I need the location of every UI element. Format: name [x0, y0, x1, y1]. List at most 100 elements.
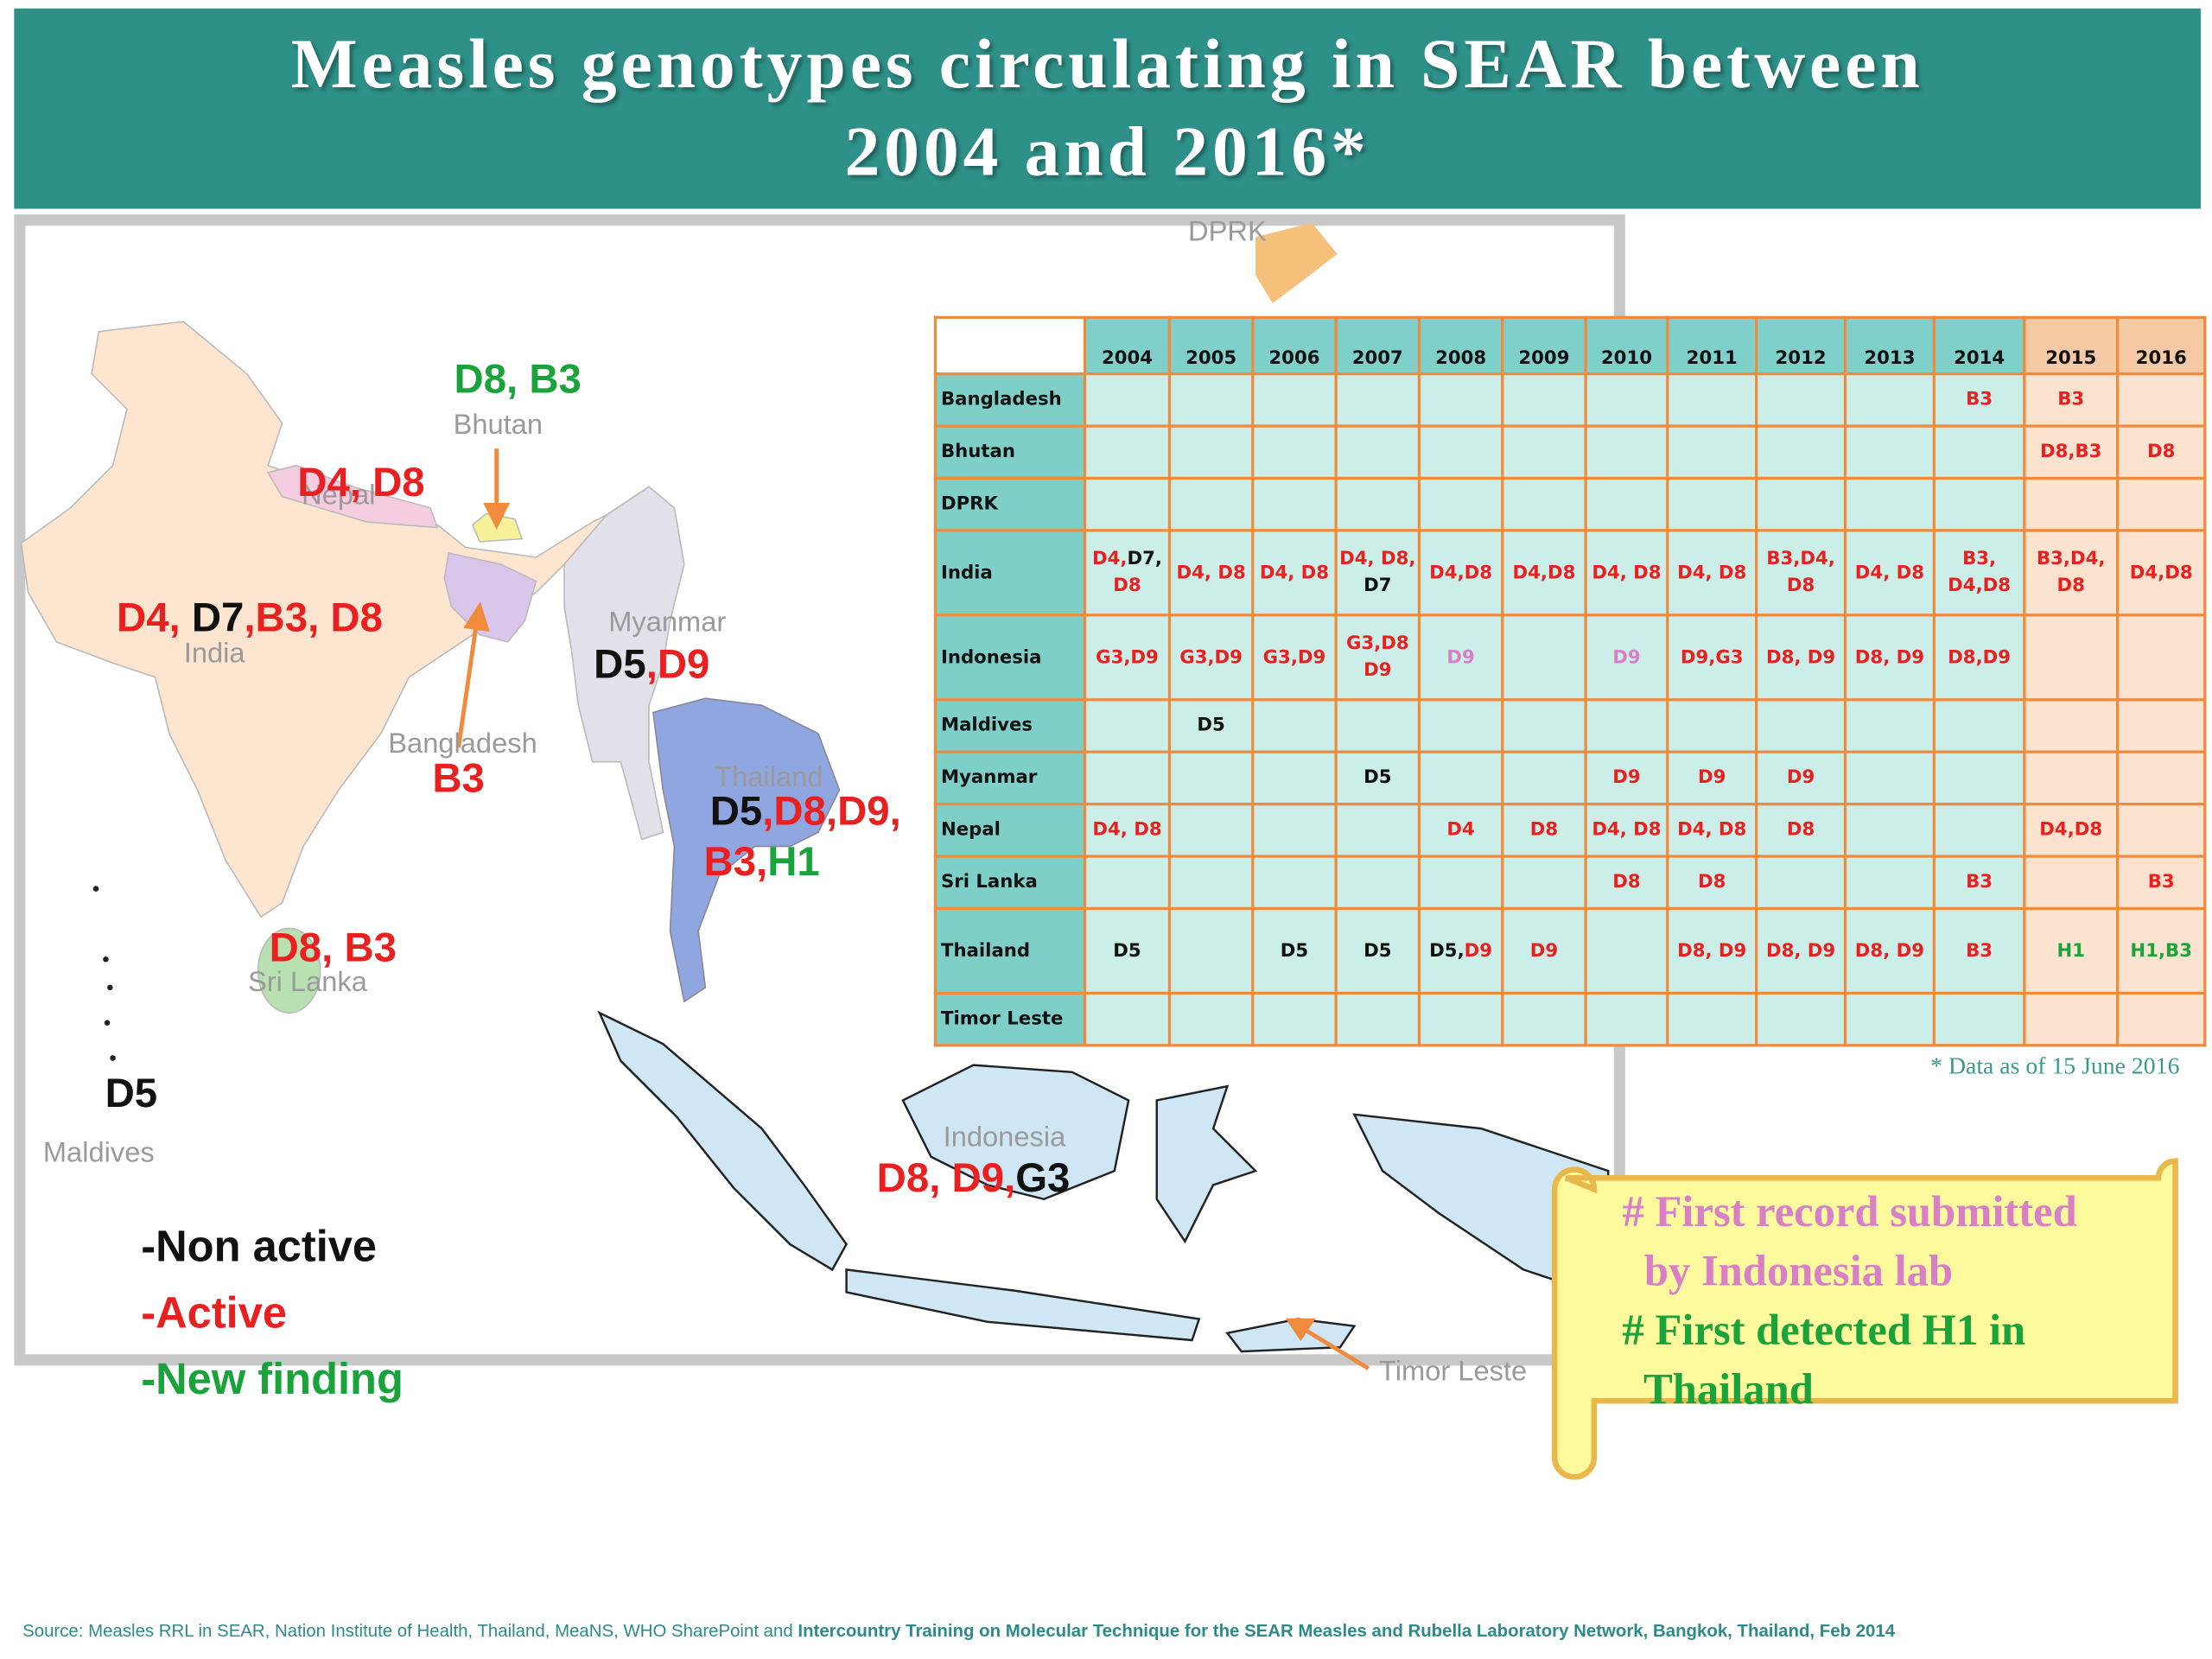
- cell: [2115, 613, 2207, 702]
- cell: D8, D9: [1755, 906, 1847, 995]
- row: Myanmar D5 D9 D9 D9: [933, 750, 2207, 806]
- country: Indonesia: [933, 613, 1087, 702]
- cell: D5: [1334, 750, 1421, 806]
- cell: [1666, 991, 1758, 1047]
- cell: [1251, 424, 1338, 480]
- arrows: [456, 448, 1370, 1370]
- genotype: ,B3, D8: [244, 595, 383, 642]
- cell: [2115, 372, 2207, 428]
- cell: [1501, 424, 1587, 480]
- genotype: D8: [2147, 442, 2176, 463]
- cell: [1334, 476, 1421, 532]
- country: Myanmar: [933, 750, 1087, 806]
- genotype: D9: [1698, 767, 1726, 789]
- genotype: D8, D9: [1765, 646, 1836, 669]
- cell: [1167, 750, 1255, 806]
- genotype: D9: [1612, 646, 1641, 669]
- cell: H1,B3: [2115, 906, 2207, 995]
- row: Bhutan D8,B3 D8: [933, 424, 2207, 480]
- year: 2004: [1083, 315, 1172, 376]
- genotype: D4, D8: [1677, 819, 1747, 842]
- genotype: H1: [2056, 940, 2086, 962]
- genotype: H1,B3: [2130, 940, 2192, 962]
- cell: [1417, 424, 1504, 480]
- genotype: H1: [767, 840, 820, 886]
- genotype: D4,: [117, 595, 192, 642]
- genotype: D7: [1363, 575, 1392, 597]
- genotype: D9: [1786, 767, 1815, 789]
- year: 2011: [1666, 315, 1758, 376]
- country: Bangladesh: [933, 372, 1087, 428]
- cell: [1843, 991, 1936, 1047]
- genotype: D8, D9,: [876, 1155, 1016, 1202]
- scroll-note: # First record submitted by Indonesia la…: [1623, 1182, 2077, 1419]
- legend-item: -New finding: [141, 1354, 404, 1404]
- cell: [1334, 424, 1421, 480]
- country: DPRK: [933, 476, 1087, 532]
- year: 2007: [1334, 315, 1421, 376]
- genotype-line: D4, D7,B3, D8: [117, 596, 383, 643]
- genotype-line: D8, D9,G3: [877, 1156, 1071, 1203]
- cell: [1843, 750, 1936, 806]
- cell: D8,D9: [1932, 613, 2026, 702]
- source: Source: Measles RRL in SEAR, Nation Inst…: [22, 1621, 1895, 1641]
- genotype: D9: [1446, 646, 1475, 669]
- genotype: D7: [191, 595, 245, 642]
- cell: [1584, 991, 1669, 1047]
- country-name: Indonesia: [943, 1122, 1066, 1154]
- genotype: D5,: [1429, 940, 1465, 962]
- cell: [1843, 802, 1936, 858]
- cell: [1083, 750, 1172, 806]
- genotype: D4, D8: [1259, 562, 1330, 584]
- year: 2008: [1417, 315, 1504, 376]
- genotype: B3,D4, D8: [1766, 549, 1835, 597]
- cell: [1666, 698, 1758, 753]
- cell: [2023, 476, 2120, 532]
- source-bold: Intercountry Training on Molecular Techn…: [798, 1620, 1896, 1641]
- genotype: D4, D8: [297, 461, 425, 506]
- country-name: India: [183, 638, 245, 670]
- genotype: D4, D8: [1677, 562, 1747, 584]
- genotype: D4, D8: [1592, 819, 1662, 842]
- genotype: D4, D8,: [1339, 549, 1416, 570]
- year: 2005: [1167, 315, 1255, 376]
- cell: [1501, 698, 1587, 753]
- genotype: D4,D8: [1429, 562, 1493, 584]
- genotype: G3,D9: [1179, 646, 1243, 669]
- cell: [1167, 372, 1255, 428]
- corner: [933, 315, 1087, 376]
- cell: G3,D9: [1167, 613, 1255, 702]
- cell: B3: [2023, 372, 2120, 428]
- country-name: Thailand: [715, 762, 823, 794]
- genotype: B3: [1966, 940, 1993, 962]
- genotype: D9: [1612, 767, 1641, 789]
- country: Timor Leste: [933, 991, 1087, 1047]
- cell: D9: [1755, 750, 1847, 806]
- genotype-line: D5,D9: [594, 643, 709, 690]
- cell: D9: [1501, 906, 1587, 995]
- legend: -Non active -Active -New finding: [141, 1213, 404, 1412]
- cell: D4, D8: [1584, 802, 1669, 858]
- genotype: D9: [1464, 940, 1493, 962]
- genotype: B3: [432, 756, 485, 803]
- legend-item: -Non active: [141, 1221, 378, 1272]
- indonesia: [597, 1010, 1610, 1353]
- row: India D4,D7,D8 D4, D8 D4, D8 D4, D8, D7 D4,D8…: [933, 529, 2207, 617]
- cell: [1755, 476, 1847, 532]
- genotype-line: B3: [432, 757, 485, 804]
- cell: H1: [2023, 906, 2120, 995]
- cell: [2115, 802, 2207, 858]
- year: 2015: [2023, 315, 2120, 376]
- cell: [1251, 476, 1338, 532]
- genotype: ,D8,D9,: [762, 789, 901, 835]
- genotype: D5: [709, 789, 763, 835]
- cell: D8: [1584, 855, 1669, 911]
- cell: D8: [1755, 802, 1847, 858]
- country: Maldives: [933, 698, 1087, 753]
- cell: B3: [1932, 372, 2026, 428]
- cell: [1932, 991, 2026, 1047]
- genotype: ,D9: [645, 642, 710, 688]
- cell: G3,D9: [1083, 613, 1172, 702]
- country-name: Timor Leste: [1379, 1356, 1528, 1388]
- cell: [1755, 372, 1847, 428]
